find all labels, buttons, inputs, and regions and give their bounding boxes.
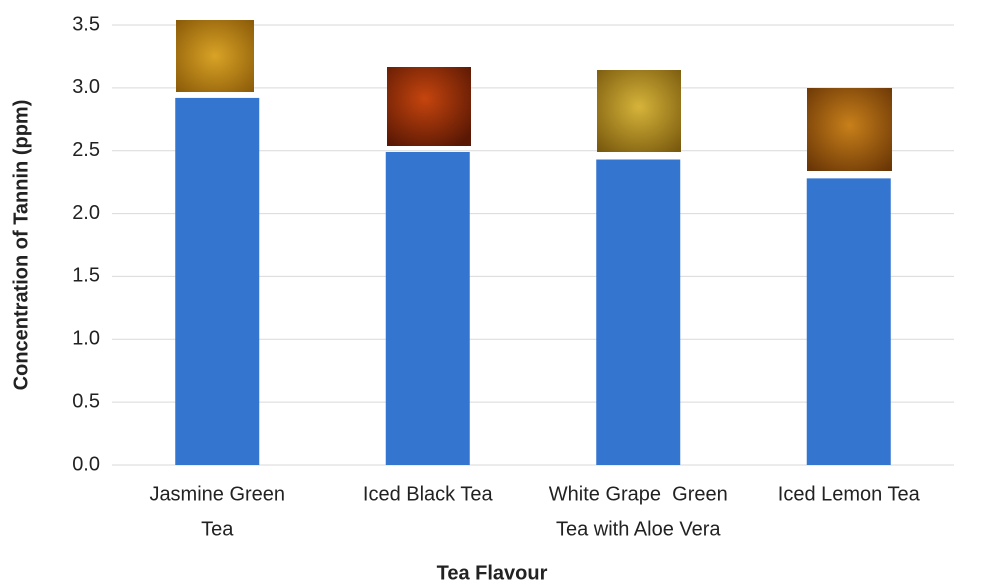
y-tick-label: 3.0	[72, 76, 100, 98]
y-tick-label: 2.0	[72, 202, 100, 224]
y-tick-label: 0.5	[72, 390, 100, 412]
x-tick-label: Iced Lemon Tea	[778, 483, 921, 505]
plot-area: 0.0 0.5 1.0 1.5 2.0 2.5 3.0 3.5 Jasmine Green Tea…	[72, 13, 954, 540]
tea-photo	[597, 70, 681, 152]
y-axis-title: Concentration of Tannin (ppm)	[10, 100, 32, 391]
y-tick-label: 1.0	[72, 328, 100, 350]
y-tick-label: 2.5	[72, 139, 100, 161]
bar	[175, 97, 260, 466]
y-tick-label: 3.5	[72, 13, 100, 35]
y-tick-label: 1.5	[72, 265, 100, 287]
x-tick-label: Jasmine Green	[149, 483, 285, 505]
tea-photo	[387, 67, 471, 146]
x-tick-label: Iced Black Tea	[363, 483, 494, 505]
tea-photo	[176, 20, 254, 92]
tea-photo	[807, 88, 892, 171]
x-axis-title: Tea Flavour	[437, 562, 548, 584]
x-tick-label: White Grape Green	[549, 483, 728, 505]
bar	[385, 151, 470, 465]
bar	[806, 178, 891, 465]
bar	[596, 159, 681, 465]
y-tick-label: 0.0	[72, 453, 100, 475]
x-tick-label: Tea	[201, 518, 234, 540]
x-tick-label: Tea with Aloe Vera	[556, 518, 721, 540]
